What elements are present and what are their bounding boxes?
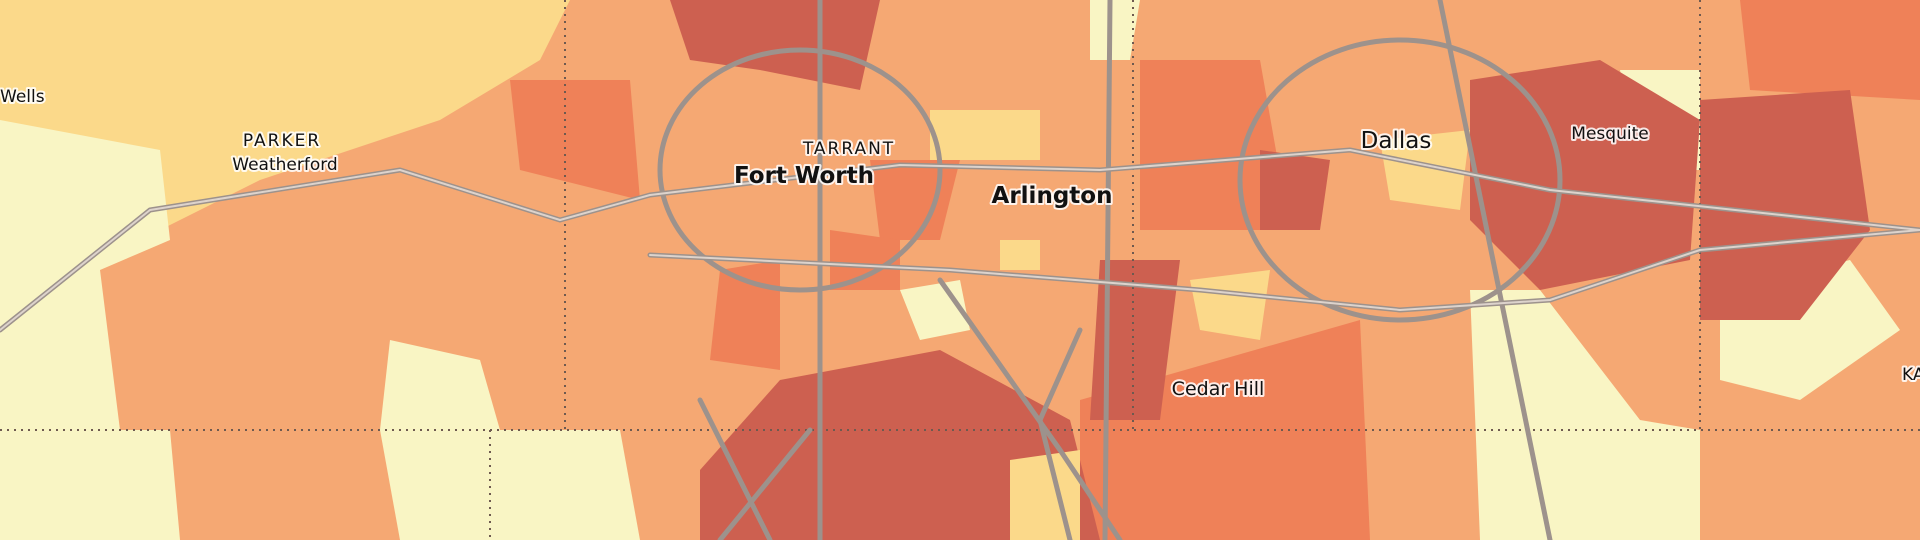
place-label: Fort Worth: [734, 163, 874, 189]
place-label: Cedar Hill: [1172, 378, 1265, 400]
place-label: Wells: [0, 87, 45, 107]
place-label: Dallas: [1361, 128, 1432, 154]
place-label: Weatherford: [232, 155, 337, 175]
place-label: KA: [1902, 365, 1920, 385]
county-label: PARKER: [243, 131, 321, 151]
labels: Wells PARKER Weatherford TARRANT Fort Wo…: [0, 85, 1920, 402]
place-label: Arlington: [992, 183, 1113, 209]
county-label: TARRANT: [802, 139, 895, 159]
place-label: Mesquite: [1571, 124, 1648, 144]
